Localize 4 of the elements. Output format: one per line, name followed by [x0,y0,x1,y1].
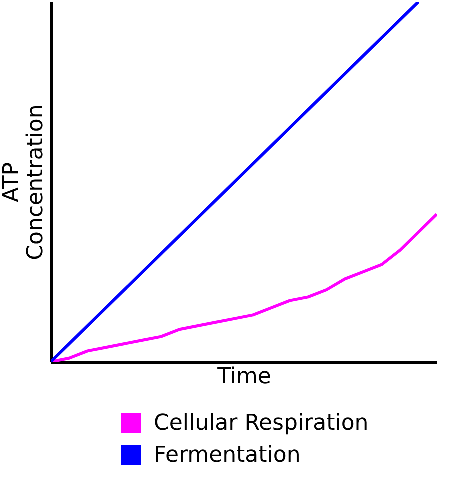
legend-label: Fermentation [154,443,301,468]
y-axis-title: ATP Concentration [0,104,48,260]
x-axis-title: Time [216,364,272,390]
legend-label: Cellular Respiration [154,411,369,436]
